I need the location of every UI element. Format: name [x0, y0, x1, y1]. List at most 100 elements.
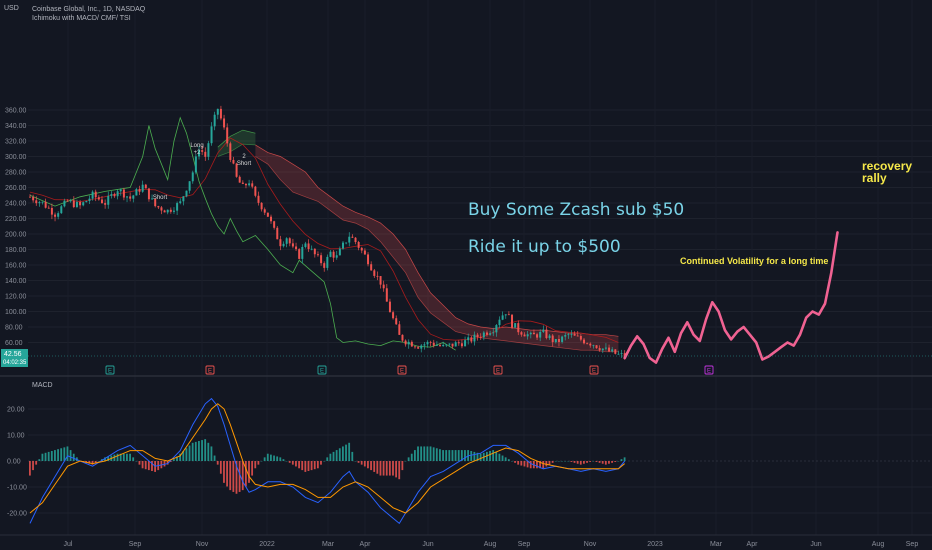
histogram-bar	[492, 450, 495, 461]
candle-body	[154, 198, 157, 207]
candle-body	[426, 341, 429, 345]
event-marker-text: E	[707, 369, 711, 375]
candle-body	[298, 249, 301, 259]
histogram-bar	[263, 457, 266, 461]
time-axis[interactable]: Jul Sep Nov 2022 Mar Apr Jun Aug Sep Nov 2023 Mar Ap…	[64, 541, 919, 548]
candle-body	[75, 201, 78, 208]
macd-tick-label: 20.00	[7, 407, 25, 414]
price-tick-label: 360.00	[5, 107, 27, 114]
signal-label: 2	[242, 154, 246, 160]
candle-body	[595, 345, 598, 349]
candle-body	[608, 347, 611, 352]
time-tick-label: Sep	[518, 541, 531, 548]
candle-body	[523, 334, 526, 337]
price-badge: 42.56 04:02:35	[1, 349, 28, 367]
histogram-bar	[32, 461, 34, 471]
candle-body	[232, 159, 235, 164]
histogram-bar	[579, 461, 582, 465]
candle-body	[442, 344, 445, 346]
candle-body	[345, 242, 348, 244]
histogram-bar	[485, 451, 488, 461]
histogram-bar	[514, 461, 516, 463]
histogram-bar	[179, 453, 182, 461]
kijun-line	[29, 137, 619, 343]
candle-body	[532, 332, 535, 335]
histogram-bar	[335, 450, 338, 461]
candle-body	[363, 250, 366, 255]
histogram-bar	[539, 461, 541, 469]
histogram-bar	[216, 461, 219, 465]
histogram-bar	[144, 461, 147, 470]
histogram-bar	[241, 461, 244, 491]
candle-body	[514, 323, 517, 328]
histogram-bar	[523, 461, 526, 467]
histogram-bar	[320, 461, 322, 465]
candle-body	[63, 200, 66, 207]
candle-body	[367, 254, 370, 265]
histogram-bar	[520, 461, 523, 466]
histogram-bar	[445, 450, 448, 461]
macd-line	[29, 397, 626, 525]
candle-body	[104, 203, 107, 205]
price-tick-label: 180.00	[5, 247, 27, 254]
histogram-bar	[254, 461, 257, 469]
candle-body	[100, 199, 103, 204]
cloud-bull-span-b	[217, 143, 256, 157]
macd-axis[interactable]: -20.00 -10.00 0.00 10.00 20.00	[7, 407, 27, 518]
candle-body	[310, 248, 313, 250]
price-axis[interactable]: 60.00 80.00 100.00 120.00 140.00 160.00 180.00…	[5, 107, 27, 347]
histogram-bar	[66, 446, 69, 461]
cloud-bear	[255, 144, 619, 352]
candle-body	[357, 242, 360, 248]
candle-body	[291, 243, 294, 247]
candle-body	[395, 318, 398, 325]
candle-body	[57, 213, 60, 217]
candle-body	[254, 186, 257, 196]
histogram-bar	[608, 461, 610, 464]
histogram-bar	[141, 461, 144, 469]
time-tick-label: Mar	[710, 541, 723, 548]
time-tick-label: 2023	[647, 541, 663, 548]
histogram-bar	[295, 461, 297, 467]
histogram-bar	[298, 461, 300, 469]
candle-body	[460, 343, 463, 347]
histogram-bar	[501, 455, 504, 461]
histogram-bar	[576, 461, 579, 464]
candle-body	[351, 236, 354, 238]
candle-body	[564, 335, 567, 337]
macd-tick-label: 0.00	[7, 459, 21, 466]
histogram-bar	[417, 446, 419, 461]
candle-body	[307, 243, 310, 250]
histogram-bar	[548, 461, 551, 465]
histogram-bar	[476, 452, 479, 461]
candle-body	[617, 353, 620, 355]
candle-body	[604, 347, 607, 349]
candle-body	[329, 251, 332, 257]
histogram-bar	[388, 461, 391, 476]
histogram-bar	[429, 446, 432, 461]
histogram-bar	[413, 450, 416, 461]
histogram-bar	[614, 461, 617, 462]
candle-body	[485, 332, 488, 335]
histogram-bar	[232, 461, 235, 492]
event-marker-green: E	[317, 365, 327, 375]
candle-body	[194, 156, 197, 173]
candle-body	[448, 343, 451, 345]
event-marker-text: E	[400, 369, 404, 375]
histogram-bar	[473, 451, 476, 461]
candle-body	[219, 108, 222, 119]
candle-body	[360, 247, 363, 251]
event-marker-red: E	[397, 365, 407, 375]
time-tick-label: Sep	[129, 541, 142, 548]
bar-countdown: 04:02:35	[3, 360, 27, 366]
price-tick-label: 160.00	[5, 262, 27, 269]
candle-body	[583, 339, 586, 344]
candle-body	[204, 151, 207, 157]
histogram-bar	[91, 461, 94, 465]
price-tick-label: 340.00	[5, 123, 27, 130]
time-tick-label: Aug	[484, 541, 497, 548]
event-marker-box	[397, 365, 407, 375]
histogram-bar	[41, 453, 44, 461]
